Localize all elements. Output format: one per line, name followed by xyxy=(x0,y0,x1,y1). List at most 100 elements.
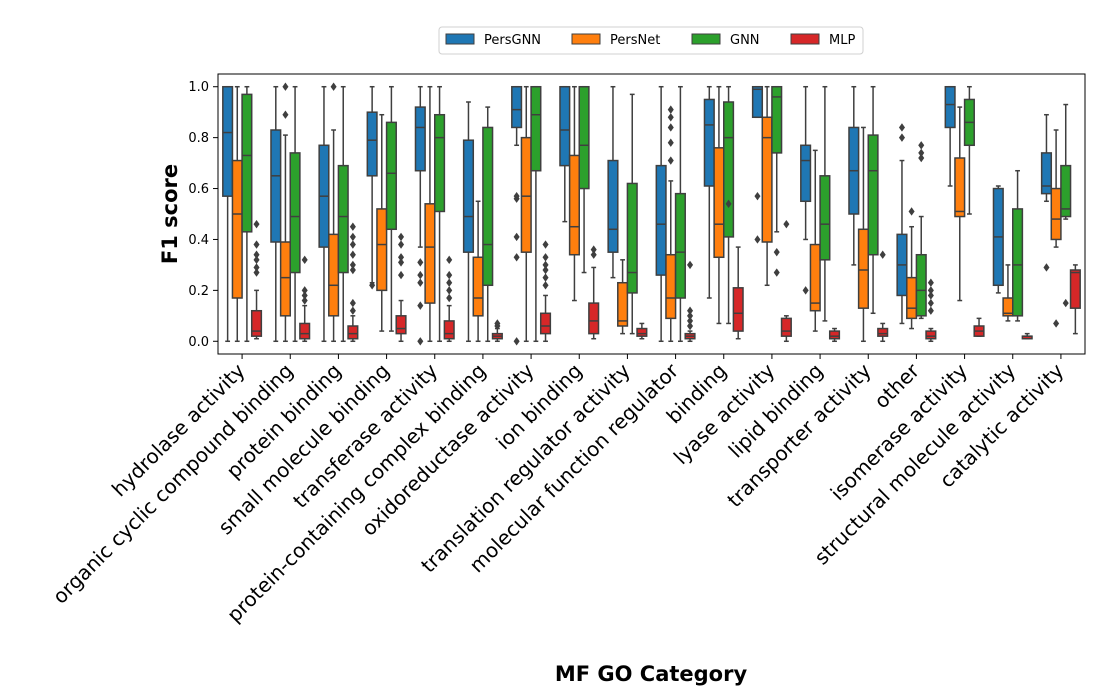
box-gnn-15 xyxy=(963,85,975,215)
box-body xyxy=(944,85,956,129)
box-gnn-9 xyxy=(674,85,686,343)
box-body xyxy=(539,312,552,335)
box-body xyxy=(665,253,677,320)
box-mlp-11 xyxy=(780,219,792,343)
outlier-point xyxy=(1053,319,1060,328)
box-persnet-8 xyxy=(617,259,629,335)
outlier-point xyxy=(282,82,289,91)
box-persnet-16 xyxy=(1002,264,1014,322)
box-mlp-10 xyxy=(732,246,744,340)
box-persgnn-9 xyxy=(655,85,667,343)
box-persgnn-5 xyxy=(462,101,475,343)
box-body xyxy=(289,152,301,274)
outlier-point xyxy=(908,207,915,216)
box-gnn-13 xyxy=(867,85,879,315)
box-body xyxy=(1050,187,1062,241)
box-mlp-13 xyxy=(877,250,889,343)
box-body xyxy=(462,139,475,253)
box-persgnn-4 xyxy=(414,85,426,346)
y-axis-ticks: 0.0 0.2 0.4 0.6 0.8 1.0 xyxy=(188,80,218,350)
outlier-point xyxy=(398,240,405,249)
box-persnet-1 xyxy=(279,82,292,343)
box-gnn-2 xyxy=(337,85,349,343)
box-mlp-6 xyxy=(539,240,552,343)
outlier-point xyxy=(330,82,337,91)
box-persnet-0 xyxy=(231,85,243,343)
box-body xyxy=(347,325,359,340)
outlier-point xyxy=(667,113,674,122)
legend-swatch-mlp xyxy=(790,33,820,45)
box-persgnn-12 xyxy=(800,85,812,295)
x-axis-label: MF GO Category xyxy=(555,662,748,686)
box-body xyxy=(568,154,580,256)
outlier-point xyxy=(927,286,934,295)
box-persnet-9 xyxy=(665,105,677,343)
box-body xyxy=(530,85,542,172)
box-mlp-4 xyxy=(443,255,455,343)
box-mlp-14 xyxy=(925,278,937,343)
outlier-point xyxy=(783,219,790,229)
box-persgnn-3 xyxy=(366,85,378,290)
box-body xyxy=(626,182,638,294)
outlier-point xyxy=(253,263,260,272)
box-body xyxy=(1069,269,1081,309)
box-body xyxy=(231,159,243,299)
box-mlp-2 xyxy=(347,222,359,343)
box-body xyxy=(877,327,889,337)
outlier-point xyxy=(446,270,453,280)
y-axis-label: F1 score xyxy=(158,164,182,264)
box-body xyxy=(713,147,725,259)
box-mlp-1 xyxy=(299,255,311,343)
outlier-point xyxy=(667,156,674,165)
box-body xyxy=(588,302,600,335)
outlier-point xyxy=(687,260,694,270)
box-body xyxy=(655,164,667,276)
box-mlp-8 xyxy=(636,322,648,340)
legend-label-mlp: MLP xyxy=(829,33,855,48)
box-body xyxy=(250,309,263,337)
box-body xyxy=(828,330,841,340)
box-body xyxy=(222,85,234,197)
box-body xyxy=(395,315,407,335)
outlier-point xyxy=(513,191,520,201)
box-persgnn-17 xyxy=(1040,113,1053,272)
box-body xyxy=(761,116,773,243)
box-persnet-13 xyxy=(857,126,869,343)
box-persnet-7 xyxy=(568,85,580,302)
box-mlp-5 xyxy=(491,319,503,343)
box-gnn-0 xyxy=(241,85,253,343)
box-persnet-17 xyxy=(1050,129,1062,328)
legend-label-persnet: PersNet xyxy=(610,33,660,48)
box-mlp-3 xyxy=(395,232,407,343)
outlier-point xyxy=(667,123,674,132)
outlier-point xyxy=(282,110,289,119)
outlier-point xyxy=(725,199,732,209)
outlier-point xyxy=(494,319,501,328)
outlier-point xyxy=(417,278,424,287)
outlier-point xyxy=(542,253,549,262)
outlier-point xyxy=(369,281,376,290)
box-gnn-10 xyxy=(723,85,735,325)
plot-frame xyxy=(217,73,1086,355)
legend-label-persgnn: PersGNN xyxy=(484,33,541,48)
box-body xyxy=(559,85,571,167)
box-body xyxy=(376,208,388,292)
box-persnet-5 xyxy=(472,200,484,343)
y-tick-label: 0.0 xyxy=(188,335,209,350)
outlier-point xyxy=(301,286,308,295)
outlier-point xyxy=(253,268,260,277)
outlier-point xyxy=(253,219,260,229)
outlier-point xyxy=(398,253,405,262)
box-body xyxy=(520,136,532,253)
outlier-point xyxy=(918,153,925,163)
box-body xyxy=(809,243,821,312)
outlier-point xyxy=(301,255,308,265)
outlier-point xyxy=(754,235,761,244)
outlier-point xyxy=(513,232,520,242)
box-body xyxy=(703,98,715,187)
box-persnet-15 xyxy=(954,106,966,302)
outlier-point xyxy=(918,148,925,158)
outlier-point xyxy=(349,232,356,242)
box-persgnn-1 xyxy=(270,85,282,343)
